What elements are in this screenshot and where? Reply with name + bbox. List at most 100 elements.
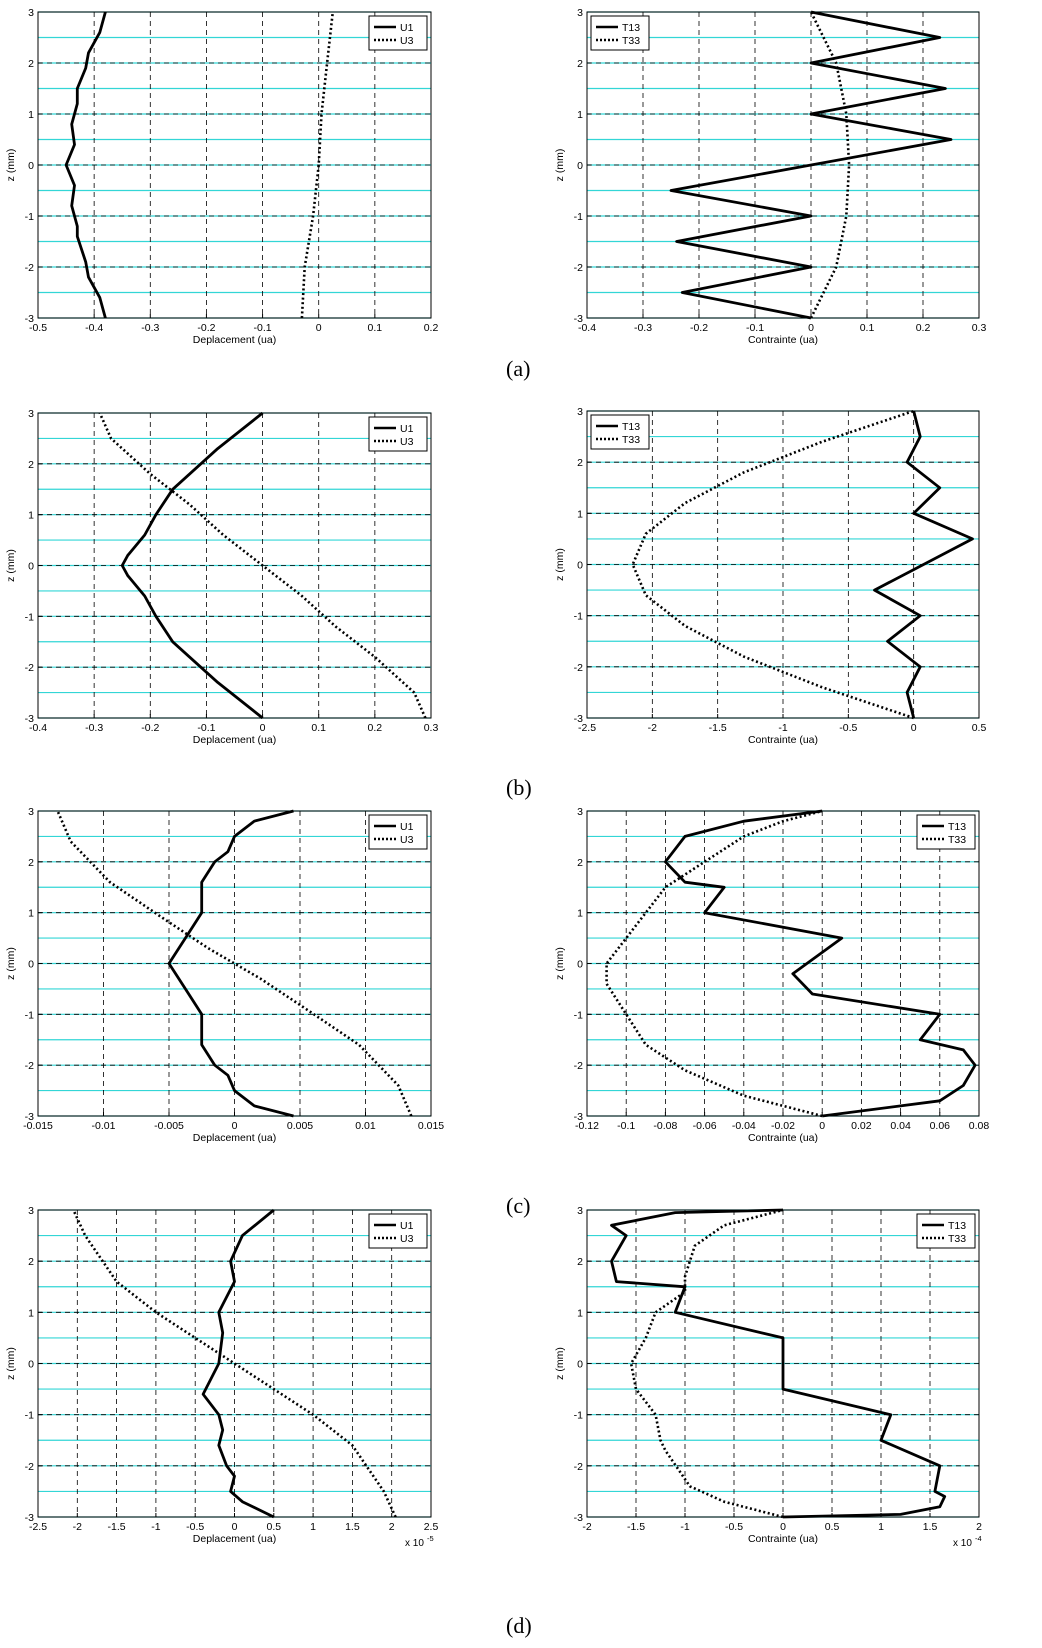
x-tick-label: 0.08 [969,1120,990,1132]
legend-label-u1: U1 [400,22,414,34]
x-multiplier-exponent: -5 [427,1534,434,1543]
legend-box [368,814,428,850]
x-axis-label: Deplacement (ua) [193,1533,276,1545]
series-line-u3 [98,412,427,719]
x-tick-label: 0.5 [825,1521,840,1533]
x-tick-label: 2 [389,1521,395,1533]
x-tick-label: -0.5 [186,1521,204,1533]
x-tick-label: -1.5 [709,722,727,734]
series-line-u3 [56,810,413,1117]
series-line-u1 [120,411,264,720]
y-tick-label: -3 [574,1512,583,1524]
series-line-u1 [201,1208,275,1519]
x-tick-label: -0.08 [653,1120,677,1132]
x-tick-label: 0 [780,1521,786,1533]
y-tick-label: 0 [577,959,583,971]
x-tick-label: 0 [232,1120,238,1132]
y-tick-label: -3 [25,1111,34,1123]
x-tick-label: -2.5 [29,1521,47,1533]
x-tick-label: -0.5 [725,1521,743,1533]
y-tick-label: 0 [28,1359,34,1371]
legend-label-u3: U3 [400,35,414,47]
series-line-u1 [64,11,107,319]
legend-label-u3: U3 [400,834,414,846]
y-axis-label: z (mm) [5,549,17,582]
y-tick-label: -2 [574,262,583,274]
x-tick-label: 0.5 [972,722,987,734]
x-axis-label: Contrainte (ua) [748,734,818,746]
x-tick-label: 0.1 [368,322,383,334]
row-label-c: (c) [506,1193,531,1218]
legend-label-t33: T33 [948,834,966,846]
series-line-u1 [167,809,294,1118]
y-tick-label: 2 [28,1256,34,1268]
legend-label-u1: U1 [400,423,414,435]
x-tick-label: 2 [976,1521,982,1533]
y-tick-label: -2 [574,662,583,674]
x-axis-label: Contrainte (ua) [748,1533,818,1545]
x-multiplier: x 10 [405,1538,424,1549]
y-tick-label: -1 [25,611,34,623]
y-tick-label: -3 [25,313,34,325]
chart-d-displacement: -2.5 -2 -1.5 -1 -0.5 0 0.5 1 1.5 2 2.5 -3 -2 -1 0 1 2 3 De… [5,1205,438,1549]
x-tick-label: -2 [648,722,657,734]
x-tick-label: -0.1 [254,322,272,334]
x-tick-label: 0 [819,1120,825,1132]
y-tick-label: 3 [28,1205,34,1217]
x-tick-label: 0.02 [851,1120,872,1132]
y-tick-label: 2 [28,857,34,869]
x-tick-label: -2.5 [578,722,596,734]
x-tick-label: 0.2 [424,322,439,334]
x-tick-label: -0.2 [141,722,159,734]
y-tick-label: -3 [574,1111,583,1123]
y-tick-label: 2 [577,58,583,70]
x-tick-label: -0.3 [634,322,652,334]
series-line-t13 [873,410,974,719]
y-axis-label: z (mm) [5,149,17,182]
y-axis-label: z (mm) [554,149,566,182]
row-label-d: (d) [506,1613,532,1638]
x-tick-label: 1.5 [345,1521,360,1533]
y-axis-label: z (mm) [554,548,566,581]
x-tick-label: -0.4 [578,322,596,334]
y-tick-label: 3 [577,1205,583,1217]
x-tick-label: -0.2 [197,322,215,334]
y-tick-label: 0 [28,561,34,573]
x-axis-label: Contrainte (ua) [748,334,818,346]
x-tick-label: -0.2 [690,322,708,334]
x-multiplier: x 10 [953,1538,972,1549]
legend-box [916,1213,976,1249]
chart-b-displacement: -0.4 -0.3 -0.2 -0.1 0 0.1 0.2 0.3 -3 -2 -1 0 1 2 3 Depl… [5,408,438,746]
y-tick-label: -3 [25,713,34,725]
y-tick-label: -2 [574,1060,583,1072]
y-tick-label: 1 [28,908,34,920]
y-tick-label: 1 [28,510,34,522]
x-tick-label: 0.005 [287,1120,313,1132]
legend-box [590,15,650,51]
x-tick-label: 0 [316,322,322,334]
legend-box [368,1213,428,1249]
y-tick-label: 1 [577,1307,583,1319]
x-tick-label: 0.3 [972,322,987,334]
y-tick-label: 3 [28,408,34,420]
series-line-t33 [631,409,915,720]
x-tick-label: -0.5 [839,722,857,734]
x-tick-label: -1 [151,1521,160,1533]
x-tick-label: -2 [582,1521,591,1533]
x-tick-label: -0.04 [732,1120,756,1132]
x-tick-label: 2.5 [424,1521,439,1533]
series-line-t13 [610,1208,947,1519]
y-tick-label: -1 [574,1410,583,1422]
x-tick-label: 0.01 [355,1120,376,1132]
legend-box [368,15,428,51]
x-axis-label: Deplacement (ua) [193,1132,276,1144]
x-tick-label: -0.1 [746,322,764,334]
x-tick-label: -0.02 [771,1120,795,1132]
y-tick-label: 0 [577,160,583,172]
y-tick-label: 0 [28,160,34,172]
